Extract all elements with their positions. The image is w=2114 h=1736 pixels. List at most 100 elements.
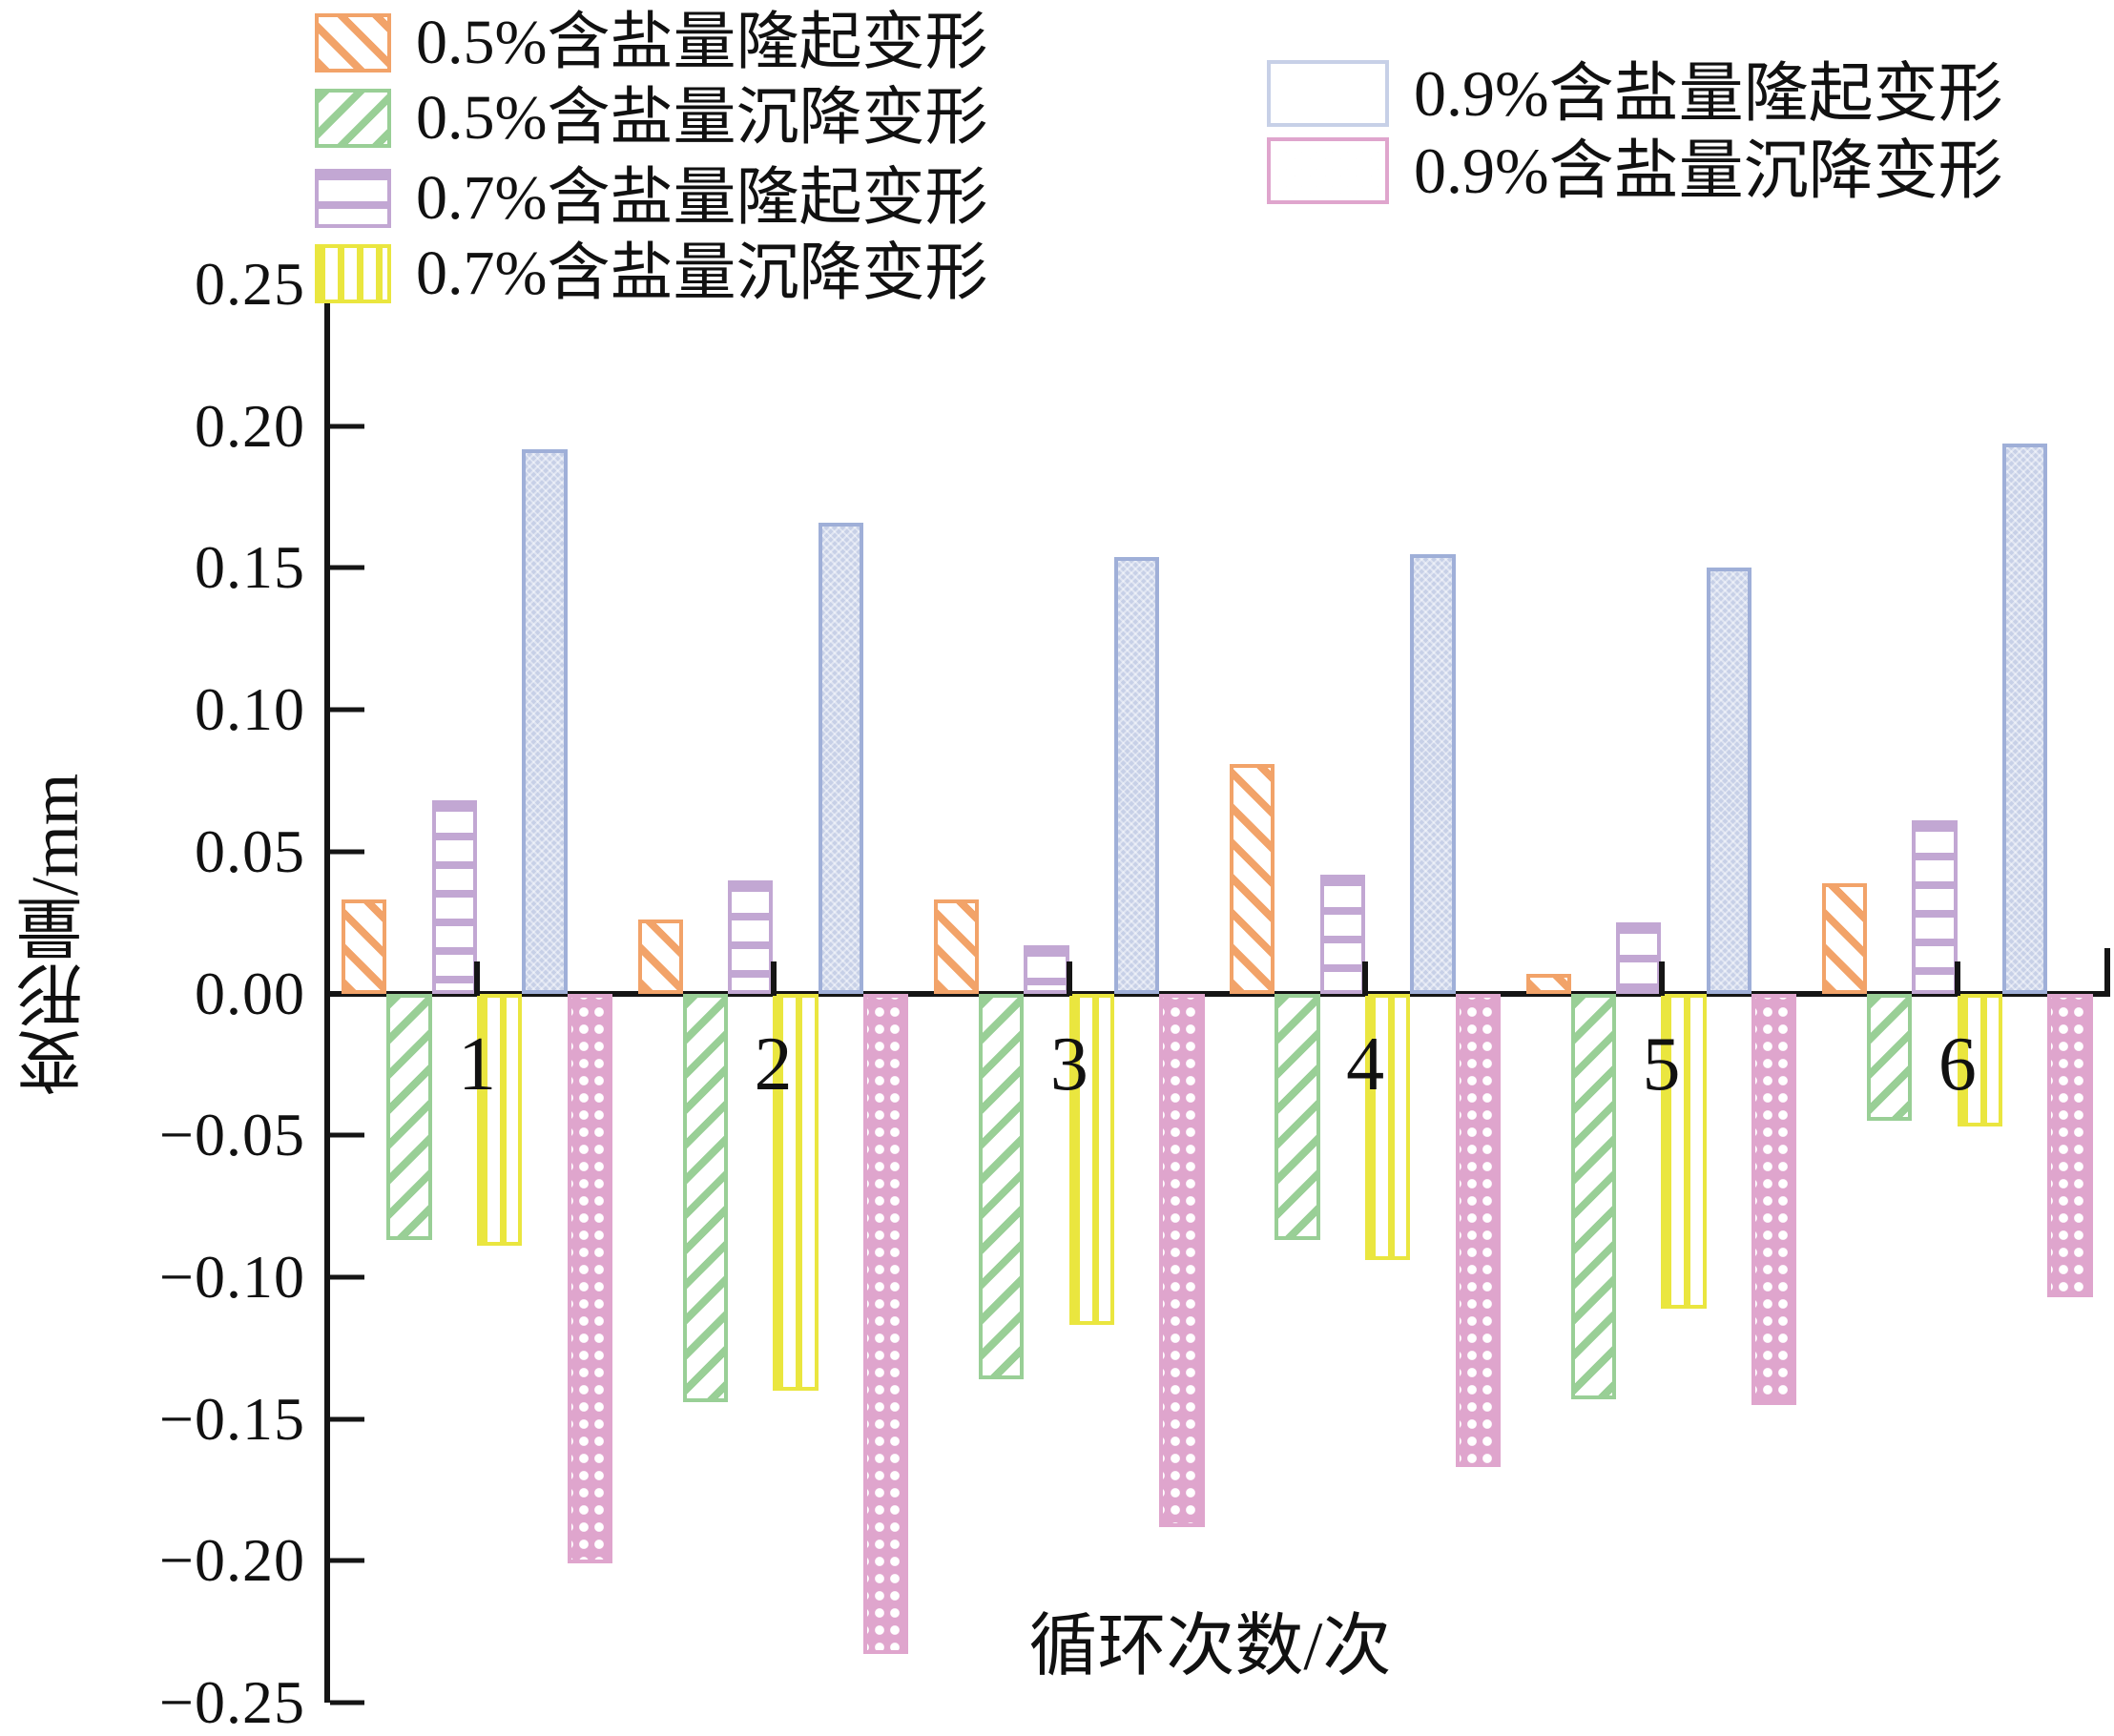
bar-group-6 xyxy=(1821,284,2093,1703)
bar-series1-cat5 xyxy=(1570,993,1617,1399)
x-axis-tick xyxy=(474,961,481,996)
legend-swatch-0.7-settle xyxy=(315,244,391,303)
bar-slot xyxy=(1616,284,1662,1703)
legend-entry: 0.7%含盐量隆起变形 xyxy=(315,165,987,232)
bar-slot xyxy=(1024,284,1069,1703)
bar-series5-cat4 xyxy=(1455,993,1502,1468)
y-axis-tick xyxy=(330,1416,364,1422)
x-tick-label: 4 xyxy=(1346,1022,1385,1106)
y-tick-label: −0.25 xyxy=(158,1668,305,1736)
bar-slot xyxy=(773,284,819,1703)
bar-slot xyxy=(1570,284,1617,1703)
bar-slot xyxy=(1159,284,1205,1703)
bar-slot xyxy=(1365,284,1411,1703)
bar-series0-cat1 xyxy=(342,899,387,994)
bar-series2-cat6 xyxy=(1912,820,1958,994)
legend-label: 0.7%含盐量隆起变形 xyxy=(416,163,988,233)
bar-slot xyxy=(1706,284,1752,1703)
bar-series4-cat5 xyxy=(1706,568,1752,994)
bar-slot xyxy=(933,284,980,1703)
bar-series2-cat5 xyxy=(1616,922,1662,994)
legend-entry: 0.9%含盐量沉降变形 xyxy=(1267,136,2003,205)
zero-baseline xyxy=(324,990,2110,997)
bar-series3-cat6 xyxy=(1957,993,2003,1127)
bar-slot xyxy=(728,284,774,1703)
bar-series0-cat6 xyxy=(1821,882,1868,994)
y-axis-tick xyxy=(330,1558,364,1563)
y-tick-label: 0.20 xyxy=(195,391,305,460)
legend-entry: 0.5%含盐量沉降变形 xyxy=(315,85,987,152)
bar-slot xyxy=(1410,284,1456,1703)
bar-slot xyxy=(1751,284,1797,1703)
y-axis-tick-labels: 0.25 0.20 0.15 0.10 0.05 0.00 −0.05 −0.10 −0.15 −… xyxy=(57,250,305,1736)
y-tick-label: −0.20 xyxy=(158,1526,305,1595)
bar-slot xyxy=(1912,284,1958,1703)
y-axis-tick xyxy=(330,565,364,570)
bar-slot xyxy=(818,284,864,1703)
bar-slot xyxy=(522,284,568,1703)
x-axis-tick xyxy=(1066,961,1072,996)
bar-series2-cat4 xyxy=(1319,874,1366,994)
bar-group-3 xyxy=(933,284,1205,1703)
bar-series3-cat4 xyxy=(1365,993,1411,1261)
legend-label: 0.5%含盐量沉降变形 xyxy=(416,83,988,153)
bar-slot xyxy=(342,284,387,1703)
bar-group-4 xyxy=(1230,284,1502,1703)
legend-entry: 0.5%含盐量隆起变形 xyxy=(315,10,987,76)
bar-group-1 xyxy=(342,284,613,1703)
bar-series5-cat1 xyxy=(567,993,613,1564)
y-tick-label: −0.05 xyxy=(158,1101,305,1169)
x-tick-label: 2 xyxy=(754,1022,793,1106)
bar-series5-cat5 xyxy=(1751,993,1797,1405)
x-axis-title: 循环次数/次 xyxy=(1028,1608,1392,1684)
bar-series0-cat2 xyxy=(637,920,683,994)
legend-swatch-0.9-settle xyxy=(1267,137,1389,204)
bar-slot xyxy=(1230,284,1275,1703)
legend-label: 0.9%含盐量隆起变形 xyxy=(1414,57,2003,130)
legend-swatch-0.9-uplift xyxy=(1267,60,1389,127)
y-tick-label: 0.10 xyxy=(195,675,305,744)
y-axis-tick xyxy=(330,1700,364,1705)
y-tick-label: 0.00 xyxy=(195,959,305,1027)
bar-group-2 xyxy=(637,284,909,1703)
bar-series1-cat6 xyxy=(1867,993,1913,1122)
bar-series3-cat5 xyxy=(1661,993,1707,1309)
x-axis-tick xyxy=(1362,961,1369,996)
bar-series4-cat2 xyxy=(818,522,864,994)
bar-slot xyxy=(1068,284,1115,1703)
legend-left-block: 0.5%含盐量隆起变形 0.5%含盐量沉降变形 0.7%含盐量隆起变形 0.7%… xyxy=(315,10,987,316)
x-tick-label: 6 xyxy=(1938,1022,1977,1106)
bar-slot xyxy=(1114,284,1160,1703)
x-tick-label: 1 xyxy=(458,1022,497,1106)
bar-slot xyxy=(1275,284,1320,1703)
bar-series2-cat2 xyxy=(728,879,774,994)
baseline-end-tick xyxy=(2104,947,2110,994)
bar-group-5 xyxy=(1525,284,1797,1703)
bar-series3-cat1 xyxy=(477,993,523,1247)
bar-slot xyxy=(1319,284,1366,1703)
bar-slot xyxy=(386,284,432,1703)
bar-series5-cat3 xyxy=(1159,993,1205,1527)
bar-series0-cat5 xyxy=(1525,973,1571,994)
bar-slot xyxy=(1525,284,1571,1703)
bar-slot xyxy=(2002,284,2048,1703)
y-tick-label: 0.15 xyxy=(195,533,305,602)
bar-series0-cat4 xyxy=(1230,763,1275,994)
bar-slot xyxy=(477,284,523,1703)
bar-series1-cat1 xyxy=(386,993,432,1241)
bar-series3-cat2 xyxy=(773,993,819,1391)
bar-slot xyxy=(1821,284,1868,1703)
bar-series4-cat4 xyxy=(1410,553,1456,994)
x-tick-label: 5 xyxy=(1642,1022,1681,1106)
y-axis-tick xyxy=(330,849,364,855)
legend-swatch-0.7-uplift xyxy=(315,169,391,228)
bar-slot xyxy=(2047,284,2093,1703)
y-axis-tick xyxy=(330,424,364,429)
bar-slot xyxy=(1867,284,1913,1703)
bar-slot xyxy=(567,284,613,1703)
x-axis-tick xyxy=(1954,961,1960,996)
bar-series1-cat2 xyxy=(682,993,729,1402)
bar-series3-cat3 xyxy=(1068,993,1115,1326)
x-axis-tick xyxy=(770,961,777,996)
